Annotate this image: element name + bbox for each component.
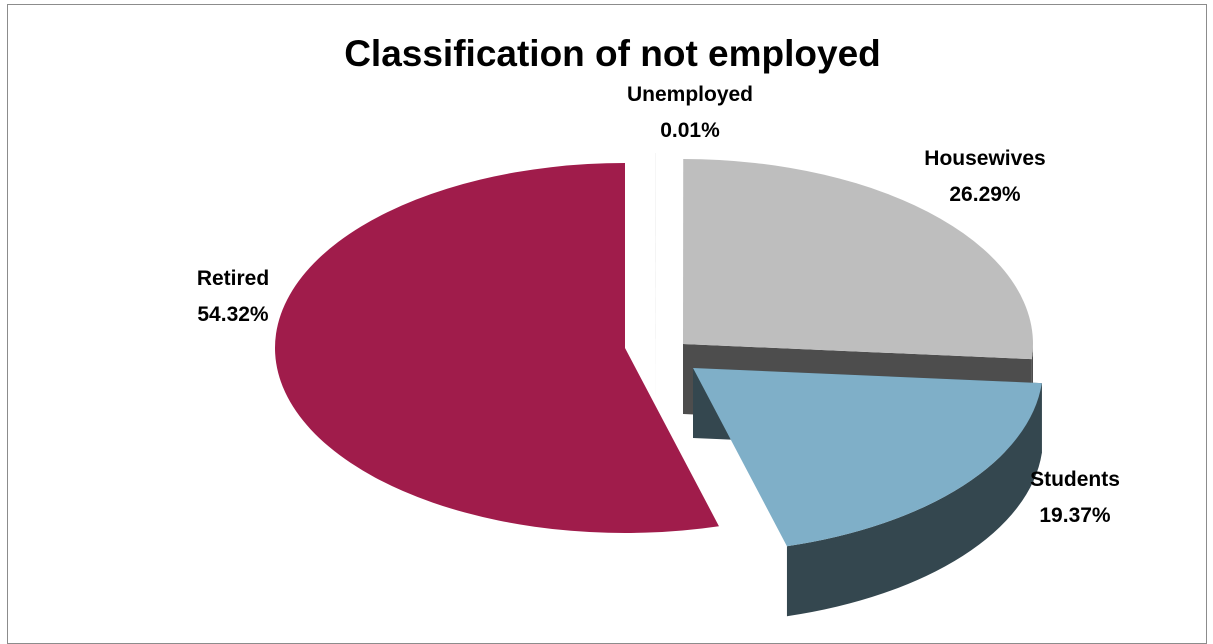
- data-label-housewives-category: Housewives: [924, 147, 1045, 170]
- data-label-unemployed: Unemployed 0.01%: [627, 83, 753, 142]
- data-label-retired-category: Retired: [197, 267, 269, 290]
- data-label-unemployed-category: Unemployed: [627, 83, 753, 106]
- pie-slices: [275, 153, 1042, 616]
- data-label-retired-value: 54.32%: [197, 303, 269, 326]
- data-label-retired: Retired 54.32%: [197, 267, 269, 326]
- data-label-unemployed-value: 0.01%: [660, 119, 720, 142]
- pie-slice-retired[interactable]: [275, 163, 719, 533]
- data-label-housewives: Housewives 26.29%: [924, 147, 1045, 206]
- data-label-students-value: 19.37%: [1039, 504, 1111, 527]
- data-label-students: Students 19.37%: [1030, 468, 1120, 527]
- data-label-students-category: Students: [1030, 468, 1120, 491]
- pie-chart: Retired 54.32% Unemployed 0.01% Housewives 26…: [0, 0, 1213, 619]
- data-label-housewives-value: 26.29%: [949, 183, 1021, 206]
